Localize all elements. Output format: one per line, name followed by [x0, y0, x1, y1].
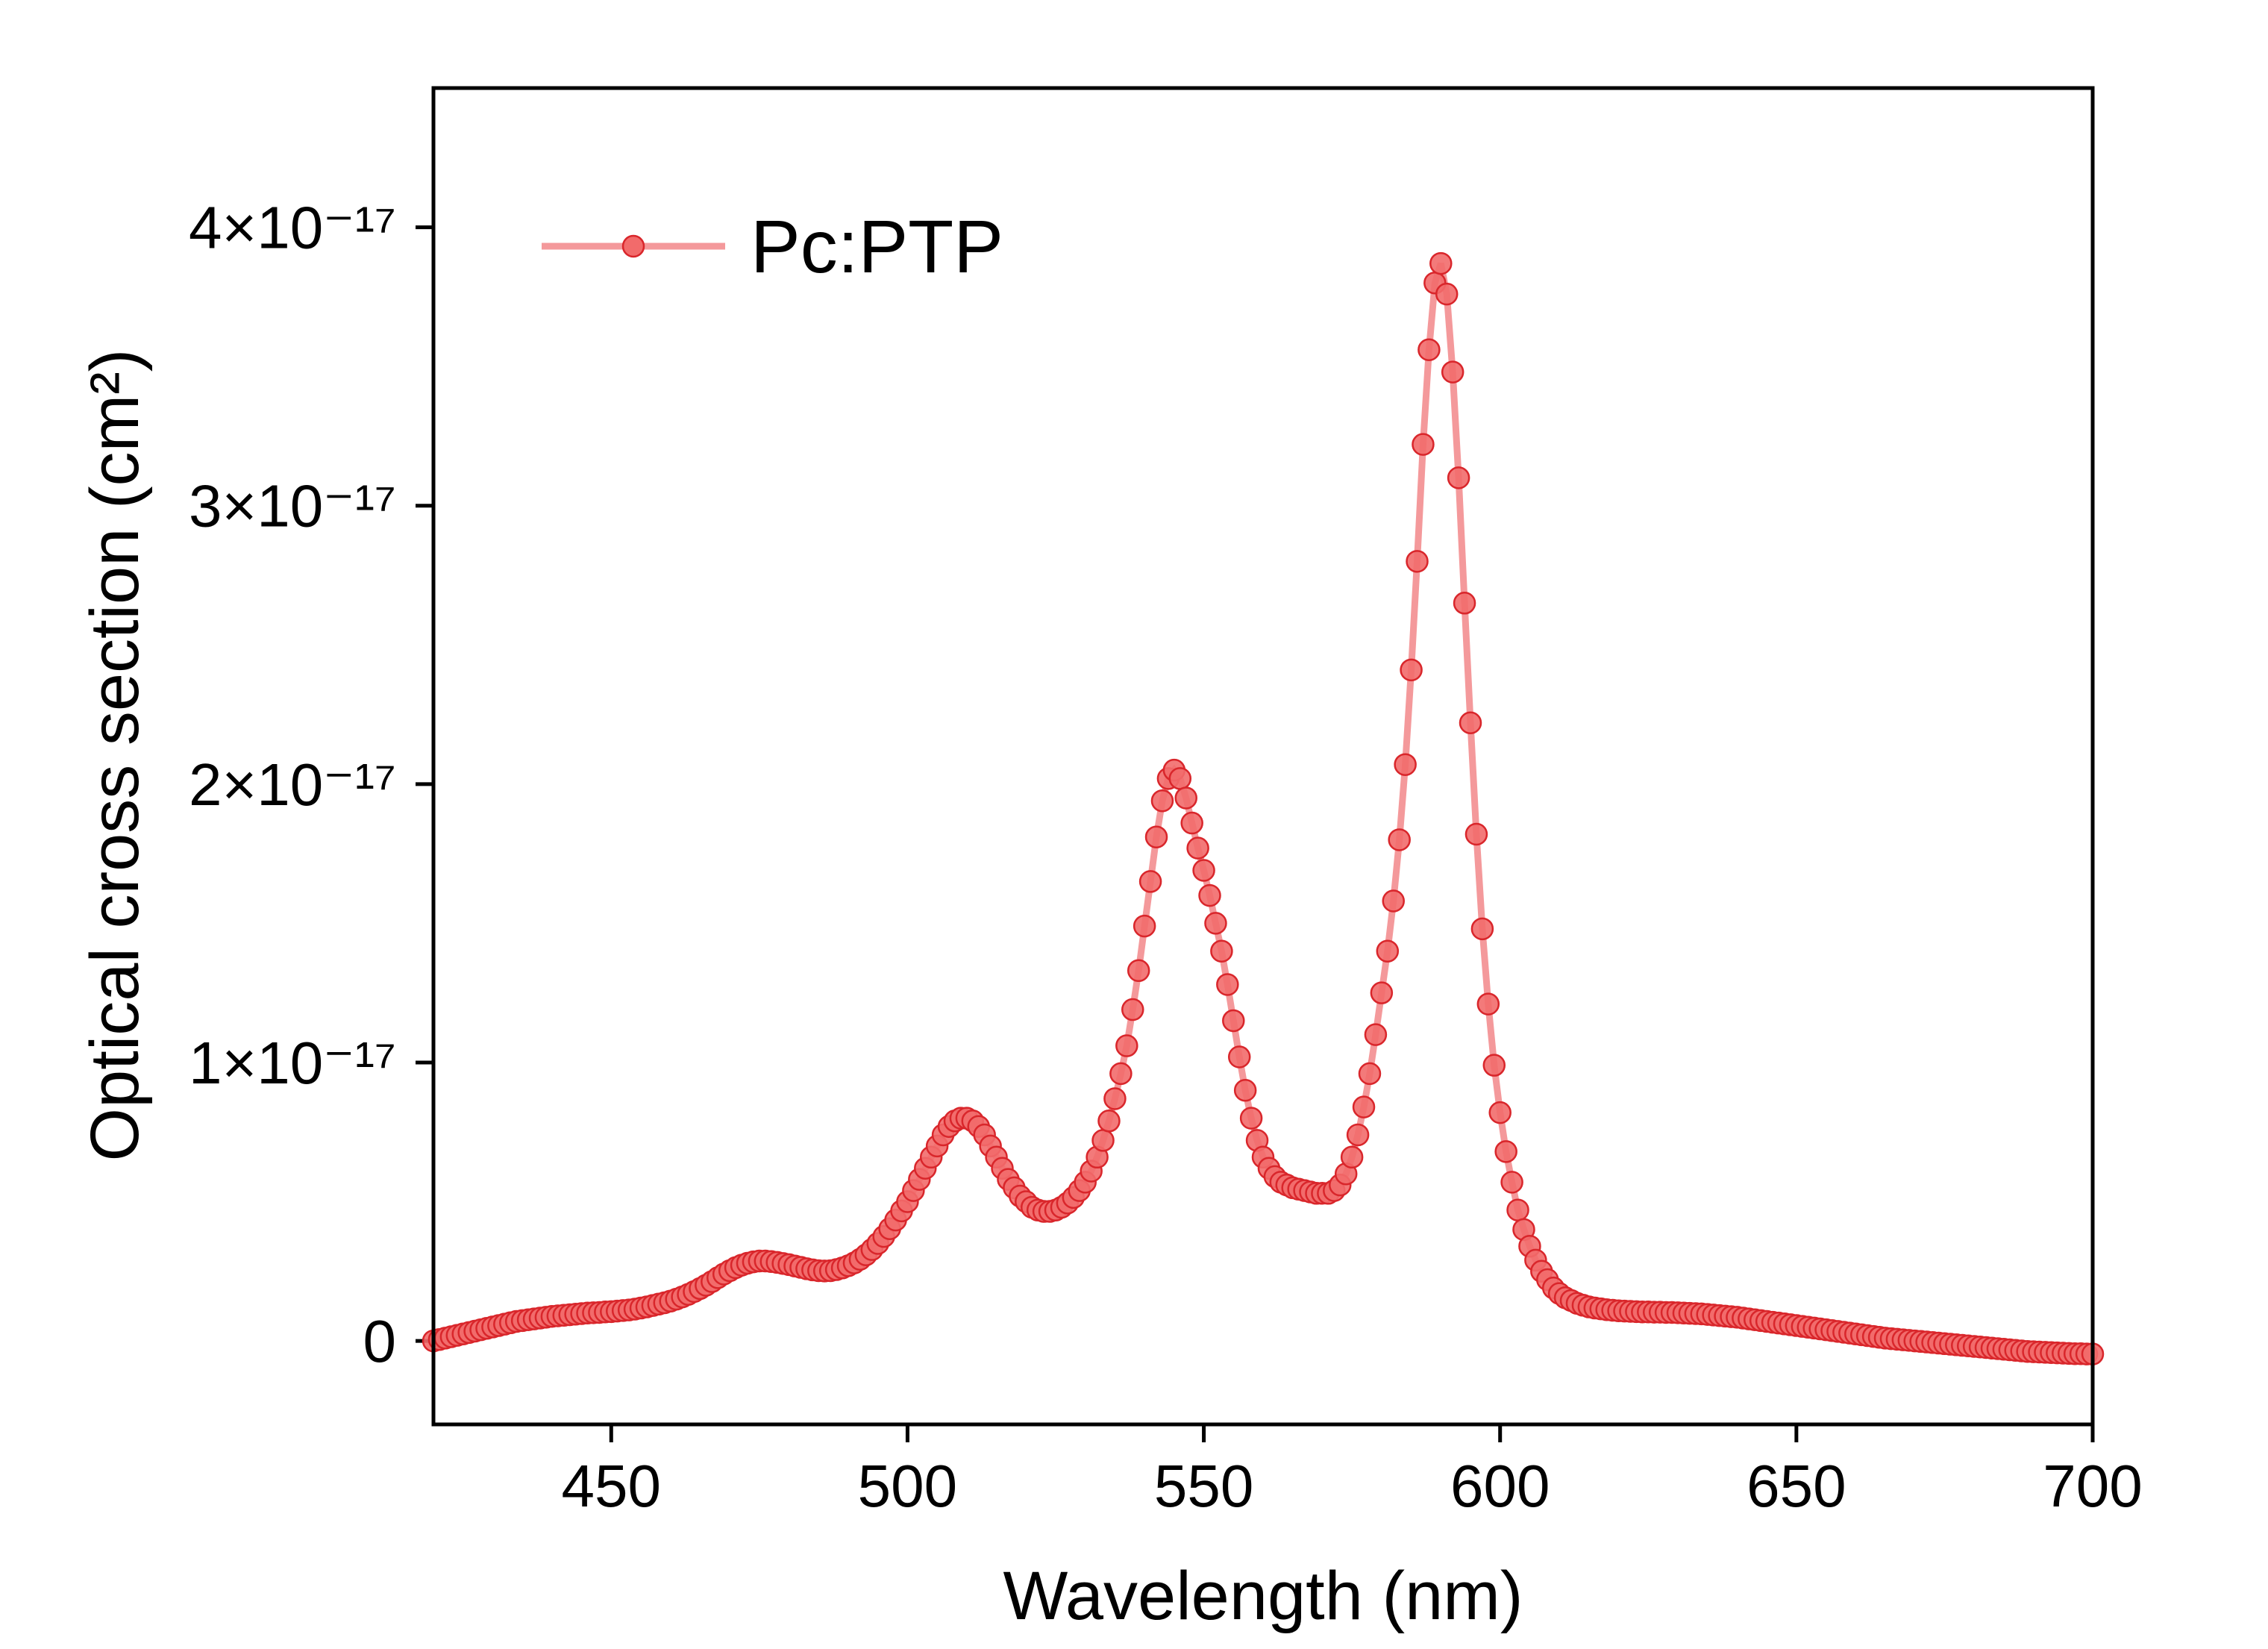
data-point: [1174, 786, 1197, 810]
data-point: [1488, 1101, 1512, 1124]
data-point: [1382, 889, 1405, 913]
data-point: [1476, 992, 1500, 1016]
data-point: [1340, 1145, 1364, 1169]
legend-label: Pc:PTP: [751, 205, 1003, 289]
data-point: [1109, 1062, 1133, 1086]
data-point: [1506, 1198, 1529, 1221]
data-point: [1470, 917, 1494, 941]
data-point: [1133, 914, 1156, 938]
data-point: [1494, 1140, 1517, 1163]
y-axis-title: Optical cross section (cm²): [77, 349, 153, 1162]
data-point: [1144, 825, 1168, 848]
x-tick-label: 450: [562, 1453, 661, 1519]
x-tick-label: 600: [1450, 1453, 1550, 1519]
data-point: [1210, 939, 1233, 963]
data-point: [1150, 789, 1174, 813]
data-point: [1127, 959, 1150, 983]
data-point: [1091, 1129, 1115, 1152]
data-point: [1222, 1009, 1245, 1033]
data-point: [1364, 1023, 1388, 1046]
data-point: [1233, 1079, 1257, 1102]
data-point: [1482, 1054, 1506, 1077]
data-point: [1346, 1123, 1370, 1147]
data-point: [1115, 1034, 1138, 1057]
data-point: [1465, 822, 1488, 846]
x-tick-label: 650: [1747, 1453, 1846, 1519]
legend-marker: [621, 234, 645, 258]
data-point: [1186, 836, 1209, 860]
data-point: [1447, 466, 1470, 489]
data-point: [1227, 1045, 1251, 1068]
data-point: [1400, 658, 1423, 682]
data-point: [1412, 433, 1435, 456]
x-tick-label: 550: [1154, 1453, 1253, 1519]
data-point: [1192, 859, 1215, 882]
data-point: [1352, 1095, 1376, 1118]
data-point: [1168, 767, 1192, 790]
plot-frame: [431, 86, 2095, 1427]
data-point: [1121, 998, 1144, 1021]
data-point: [1429, 251, 1453, 275]
data-point: [1388, 828, 1411, 851]
data-point: [1453, 592, 1476, 615]
data-point: [1418, 338, 1441, 361]
data-point: [1103, 1087, 1127, 1110]
x-axis-title: Wavelength (nm): [1003, 1558, 1523, 1634]
data-point: [1370, 981, 1394, 1004]
data-point: [1394, 753, 1417, 776]
data-point: [1138, 870, 1162, 893]
data-point: [1441, 360, 1465, 384]
data-point: [1500, 1171, 1523, 1194]
data-point: [1239, 1107, 1263, 1130]
data-point: [1097, 1110, 1121, 1133]
data-point: [1435, 282, 1459, 306]
data-point: [1198, 883, 1221, 907]
y-tick-label: 4×10⁻¹⁷: [189, 195, 396, 261]
data-point: [1216, 973, 1239, 996]
data-point: [1358, 1062, 1382, 1086]
data-point: [1376, 939, 1400, 963]
data-point: [1459, 711, 1482, 734]
y-tick-label: 1×10⁻¹⁷: [189, 1030, 396, 1096]
x-tick-label: 700: [2043, 1453, 2142, 1519]
data-point: [1180, 811, 1203, 835]
data-point: [1406, 550, 1429, 573]
y-tick-label: 2×10⁻¹⁷: [189, 751, 396, 818]
data-point: [1204, 912, 1227, 935]
y-tick-label: 0: [363, 1308, 397, 1374]
y-tick-label: 3×10⁻¹⁷: [189, 473, 396, 539]
x-tick-label: 500: [858, 1453, 957, 1519]
